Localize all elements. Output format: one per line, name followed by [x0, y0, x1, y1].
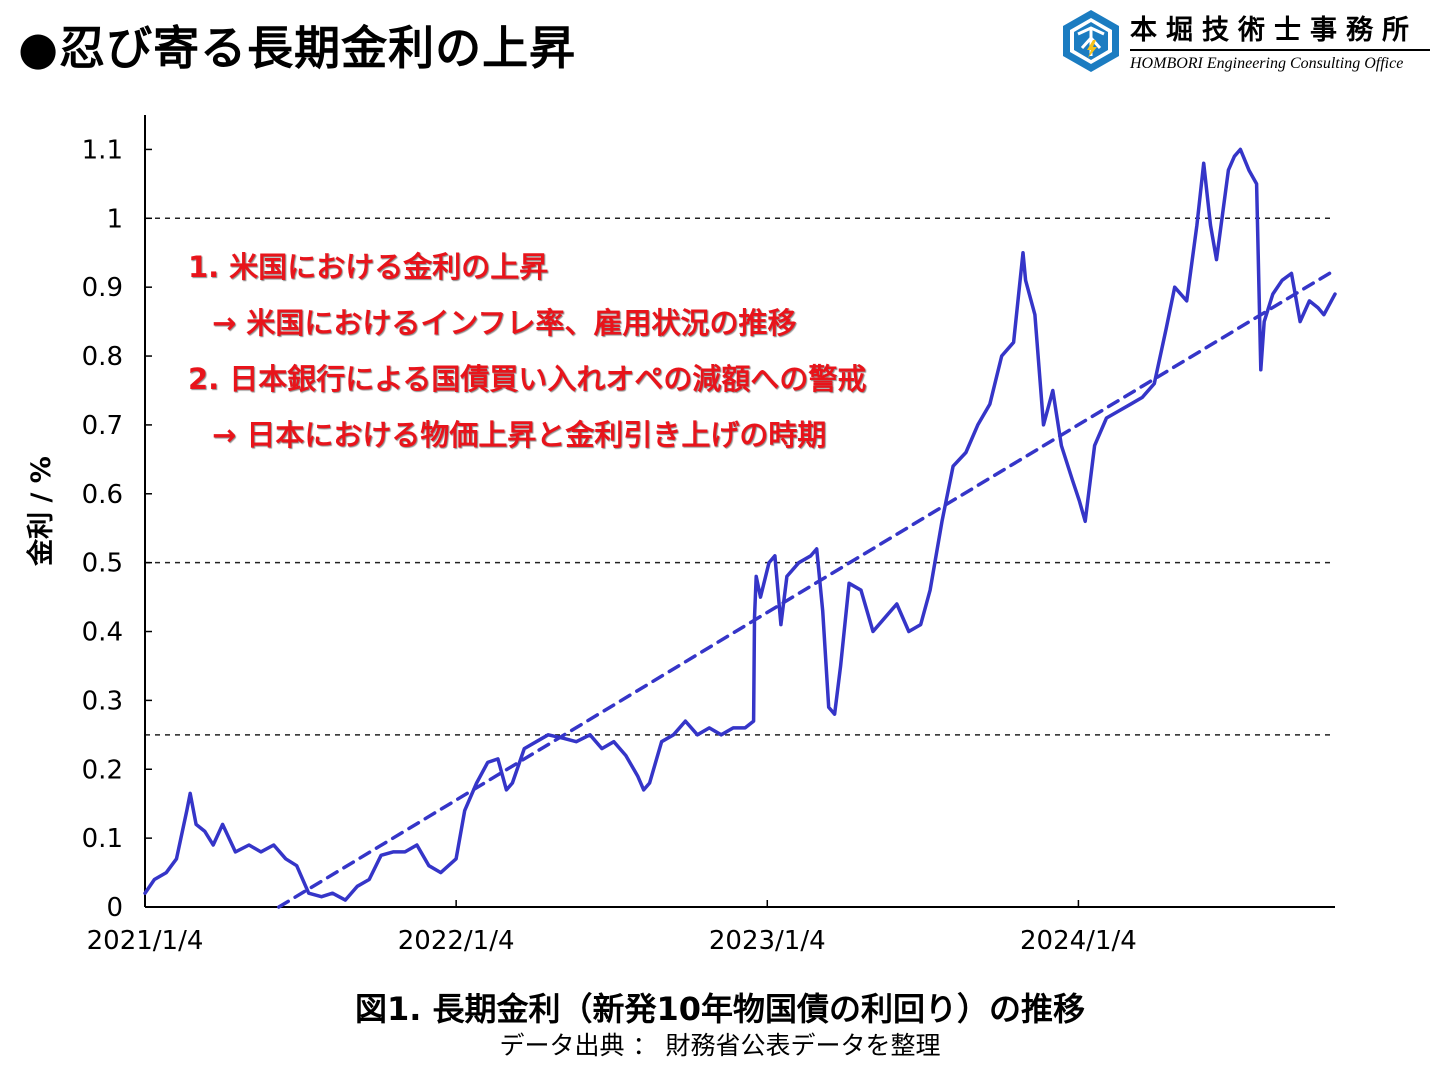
y-tick-label: 0.2: [82, 755, 123, 785]
y-tick-label: 0.6: [82, 480, 123, 510]
x-tick-label: 2024/1/4: [1020, 926, 1137, 956]
x-tick-label: 2021/1/4: [87, 926, 204, 956]
x-tick-label: 2023/1/4: [709, 926, 826, 956]
x-tick-label: 2022/1/4: [398, 926, 515, 956]
y-tick-label: 0: [106, 893, 123, 923]
data-source: データ出典 ： 財務省公表データを整理: [499, 1031, 941, 1060]
y-tick-label: 1.1: [82, 135, 123, 165]
y-tick-label: 0.7: [82, 411, 123, 441]
annotation-1-detail: → 米国におけるインフレ率、雇用状況の推移: [212, 306, 797, 340]
y-tick-label: 0.1: [82, 824, 123, 854]
annotation-2: 2. 日本銀行による国債買い入れオペの減額への警戒: [188, 362, 867, 396]
y-tick-label: 0.5: [82, 549, 123, 579]
y-tick-label: 1: [106, 204, 123, 234]
y-tick-label: 0.9: [82, 273, 123, 303]
yield-series-line: [143, 147, 1337, 902]
y-tick-label: 0.3: [82, 686, 123, 716]
logo-name-ja: 本堀技術士事務所: [1130, 15, 1418, 46]
y-tick-label: 0.4: [82, 618, 123, 648]
figure-caption: 図1. 長期金利（新発10年物国債の利回り）の推移: [354, 990, 1086, 1028]
y-tick-label: 0.8: [82, 342, 123, 372]
page-title: ●忍び寄る長期金利の上昇: [18, 21, 577, 75]
y-axis-label: 金利 / %: [25, 456, 57, 567]
logo-name-en: HOMBORI Engineering Consulting Office: [1130, 55, 1404, 72]
annotation-2-detail: → 日本における物価上昇と金利引き上げの時期: [212, 418, 827, 452]
company-logo: 本堀技術士事務所 HOMBORI Engineering Consulting …: [1060, 6, 1432, 76]
hexagon-logo-icon: [1063, 10, 1119, 72]
logo-divider: [1130, 49, 1430, 51]
trend-line: [277, 268, 1337, 909]
annotation-1: 1. 米国における金利の上昇: [188, 250, 549, 284]
